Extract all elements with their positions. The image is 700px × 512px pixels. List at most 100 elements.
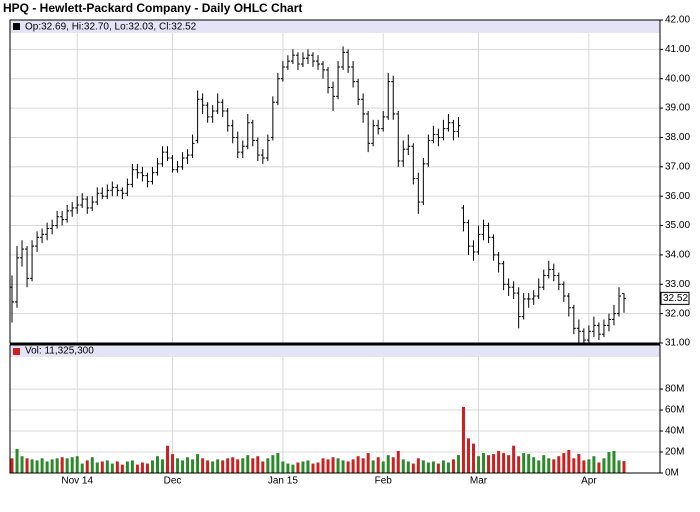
volume-bar	[301, 461, 305, 473]
volume-bar	[186, 457, 190, 473]
volume-bar	[261, 461, 265, 473]
volume-bar	[346, 461, 350, 473]
volume-bar	[401, 459, 405, 473]
volume-bar	[376, 457, 380, 473]
volume-legend: Vol: 11,325,300	[25, 346, 94, 357]
volume-bar	[206, 460, 210, 473]
y-tick-label: 35.00	[665, 220, 690, 231]
volume-bar	[150, 460, 154, 473]
volume-bar	[196, 454, 200, 473]
volume-bar	[321, 458, 325, 473]
volume-bar	[351, 459, 355, 473]
volume-frame	[9, 344, 661, 474]
volume-bar	[291, 464, 295, 473]
volume-bar	[10, 458, 14, 473]
volume-bar	[95, 462, 99, 473]
x-tick-label: Nov 14	[61, 476, 93, 487]
volume-bar	[231, 457, 235, 473]
y-tick-label: 80M	[665, 384, 684, 395]
volume-bar	[537, 460, 541, 473]
volume-bar	[115, 461, 119, 473]
volume-bar	[216, 459, 220, 473]
volume-bar	[487, 455, 491, 473]
volume-bar	[306, 460, 310, 473]
y-tick-label: 40M	[665, 426, 684, 437]
volume-bar	[125, 461, 129, 473]
volume-bar	[366, 453, 370, 473]
price-legend: Op:32.69, Hi:32.70, Lo:32.03, Cl:32.52	[25, 22, 197, 33]
volume-bar	[517, 456, 521, 473]
volume-bar	[55, 458, 59, 473]
volume-bar	[391, 457, 395, 473]
volume-bar	[316, 462, 320, 473]
x-tick-label: Feb	[375, 476, 393, 487]
y-tick-label: 20M	[665, 447, 684, 458]
x-tick-label: Dec	[164, 476, 182, 487]
volume-bar	[421, 460, 425, 473]
volume-bar	[80, 463, 84, 473]
volume-bar	[582, 460, 586, 473]
volume-bar	[155, 456, 159, 473]
volume-bar	[75, 456, 79, 473]
volume-bar	[532, 457, 536, 473]
volume-bar	[271, 455, 275, 473]
volume-bar	[597, 462, 601, 473]
volume-bar	[241, 458, 245, 473]
y-tick-label: 34.00	[665, 250, 690, 261]
y-tick-label: 0M	[665, 468, 679, 479]
y-tick-label: 41.00	[665, 44, 690, 55]
volume-bar	[35, 460, 39, 473]
volume-bar	[336, 458, 340, 473]
volume-bar	[105, 460, 109, 473]
volume-bar	[431, 461, 435, 473]
volume-bar	[251, 458, 255, 473]
volume-bar	[296, 462, 300, 473]
volume-bar	[236, 459, 240, 473]
volume-bar	[512, 445, 516, 473]
volume-bar	[145, 463, 149, 473]
volume-bar	[226, 458, 230, 473]
volume-bar	[45, 461, 49, 473]
volume-bar	[396, 450, 400, 473]
x-tick-label: Jan 15	[268, 476, 298, 487]
volume-bar	[281, 461, 285, 473]
volume-bar	[65, 458, 69, 473]
volume-bar	[60, 457, 64, 473]
y-tick-label: 60M	[665, 405, 684, 416]
volume-bar	[602, 458, 606, 473]
volume-bar	[507, 455, 511, 473]
volume-bar	[527, 454, 531, 473]
volume-bar	[622, 461, 626, 473]
volume-bar	[492, 454, 496, 473]
volume-bar	[311, 463, 315, 473]
volume-bar	[286, 463, 290, 473]
volume-bar	[276, 453, 280, 473]
volume-bar	[100, 461, 104, 473]
volume-bar	[201, 458, 205, 473]
volume-bar	[612, 450, 616, 473]
volume-bar	[130, 460, 134, 473]
volume-bar	[246, 455, 250, 473]
volume-bar	[85, 460, 89, 473]
volume-bar	[221, 460, 225, 473]
volume-bar	[567, 449, 571, 473]
volume-bar	[211, 461, 215, 473]
volume-bar	[522, 453, 526, 473]
volume-bar	[456, 455, 460, 473]
volume-bar	[497, 450, 501, 473]
volume-bar	[547, 458, 551, 473]
volume-bar	[356, 456, 360, 473]
volume-bar	[50, 459, 54, 473]
y-tick-label: 31.00	[665, 338, 690, 349]
y-tick-label: 33.00	[665, 279, 690, 290]
volume-bar	[191, 459, 195, 473]
volume-bar	[176, 458, 180, 473]
volume-bar	[166, 445, 170, 473]
volume-bar	[70, 457, 74, 473]
volume-bar	[25, 458, 29, 473]
volume-bar	[461, 406, 465, 473]
volume-bar	[140, 462, 144, 473]
y-tick-label: 36.00	[665, 191, 690, 202]
